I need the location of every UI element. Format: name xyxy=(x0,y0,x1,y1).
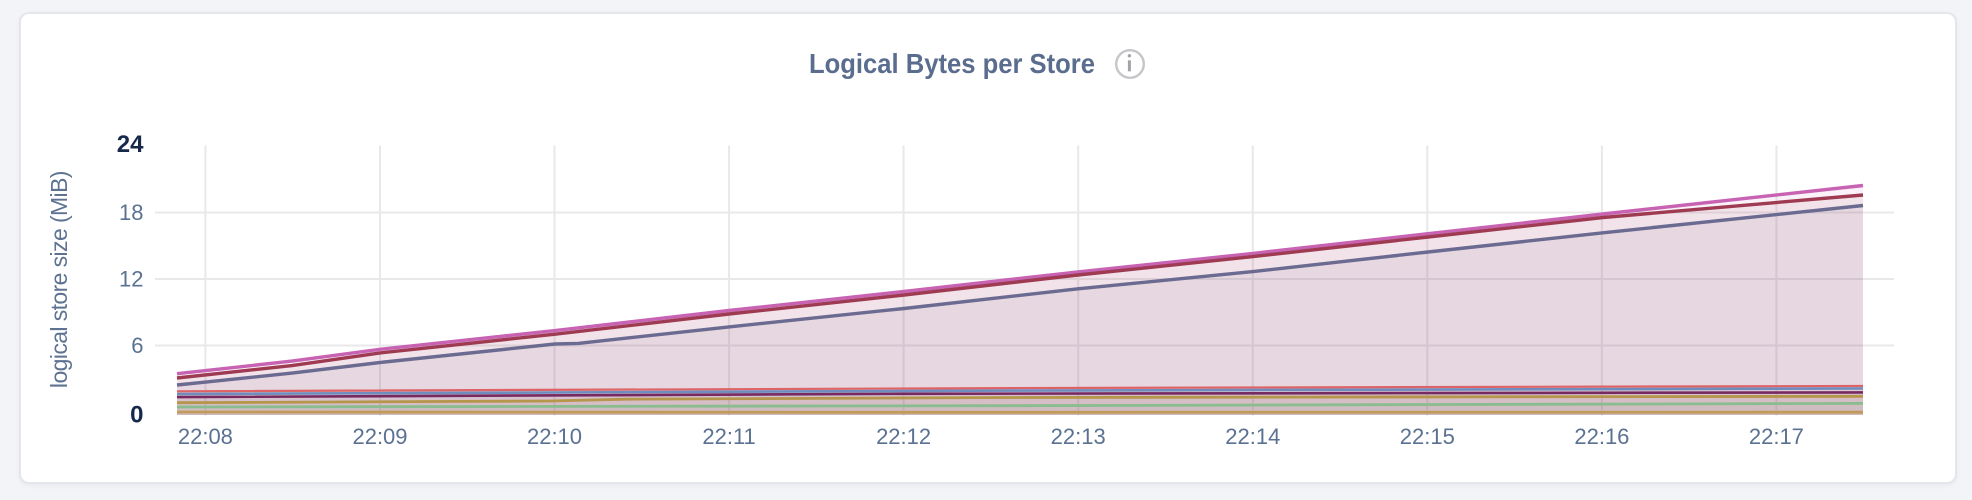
svg-text:22:14: 22:14 xyxy=(1225,424,1280,449)
svg-text:18: 18 xyxy=(119,200,143,225)
svg-text:22:17: 22:17 xyxy=(1749,424,1804,449)
svg-text:12: 12 xyxy=(119,266,143,291)
svg-text:22:13: 22:13 xyxy=(1051,424,1106,449)
svg-text:6: 6 xyxy=(131,333,143,358)
svg-text:22:09: 22:09 xyxy=(352,424,407,449)
svg-text:22:16: 22:16 xyxy=(1574,424,1629,449)
svg-text:22:12: 22:12 xyxy=(876,424,931,449)
svg-text:logical store size (MiB): logical store size (MiB) xyxy=(46,171,72,388)
svg-text:Logical Bytes per Store: Logical Bytes per Store xyxy=(809,48,1095,79)
svg-text:22:11: 22:11 xyxy=(702,424,755,449)
svg-text:22:08: 22:08 xyxy=(178,424,233,449)
svg-text:22:10: 22:10 xyxy=(527,424,582,449)
svg-text:24: 24 xyxy=(117,131,144,158)
svg-text:22:15: 22:15 xyxy=(1400,424,1455,449)
svg-text:0: 0 xyxy=(130,402,143,429)
